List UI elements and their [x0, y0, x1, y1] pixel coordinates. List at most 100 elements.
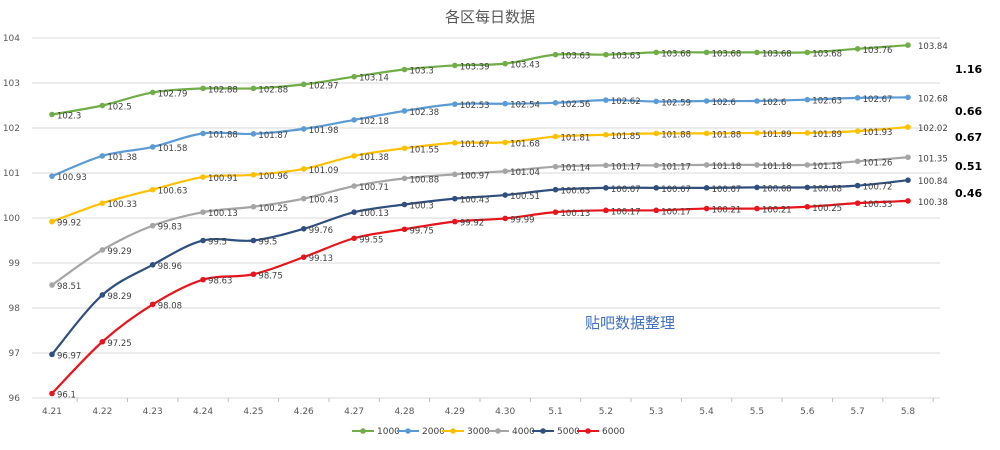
data-label: 99.55	[359, 235, 383, 245]
data-label: 103.14	[359, 74, 389, 84]
x-tick-label: 4.23	[143, 407, 163, 417]
legend-swatch-marker	[540, 428, 546, 434]
data-point	[351, 117, 357, 123]
data-label: 101.98	[309, 126, 339, 136]
data-label: 103.3	[409, 67, 433, 77]
data-point	[452, 195, 458, 202]
x-tick-label: 5.1	[548, 407, 562, 417]
series-line	[51, 179, 909, 356]
y-tick-label: 102	[3, 124, 20, 134]
data-label: 101.88	[208, 130, 238, 140]
data-label: 103.43	[510, 61, 540, 71]
legend-item-2000: 2000	[397, 427, 445, 437]
data-label: 103.68	[762, 49, 792, 59]
data-label: 102.53	[460, 101, 490, 111]
data-label: 100.96	[258, 172, 288, 182]
data-label: 103.68	[712, 49, 742, 59]
data-label: 96.1	[57, 391, 76, 401]
data-point	[653, 98, 660, 105]
x-tick-label: 5.2	[599, 407, 613, 417]
data-point	[603, 185, 609, 191]
data-point	[99, 153, 106, 159]
data-point	[49, 173, 55, 179]
data-label: 100.71	[359, 183, 389, 193]
data-label: 100.33	[863, 200, 893, 210]
data-label: 100.67	[611, 185, 641, 195]
legend-item-5000: 5000	[532, 427, 580, 437]
series-3000: 99.92 100.33 100.63 100.91 100.96 101.09 101.3…	[49, 124, 948, 229]
x-tick-label: 5.5	[750, 407, 764, 417]
data-point	[603, 207, 609, 214]
data-label: 103.63	[561, 52, 591, 62]
data-point	[703, 162, 710, 168]
legend-label: 3000	[467, 427, 490, 437]
data-label: 101.38	[359, 153, 389, 163]
data-point	[703, 205, 710, 212]
data-point	[603, 131, 609, 138]
data-point	[200, 237, 206, 244]
data-point	[804, 49, 811, 56]
data-label: 102.18	[359, 117, 389, 127]
data-point	[49, 351, 55, 358]
data-label: 101.55	[409, 145, 439, 155]
data-label: 100.43	[460, 196, 490, 206]
series-2000: 100.93 101.38 101.58 101.88 101.87 101.98 102.…	[49, 94, 948, 183]
data-label: 101.35	[918, 154, 948, 164]
side-annotation: 0.66	[955, 105, 982, 118]
data-label: 103.39	[460, 62, 490, 72]
data-label: 101.26	[863, 158, 893, 168]
chart-title: 各区每日数据	[445, 8, 535, 26]
data-point	[854, 200, 861, 206]
x-tick-label: 5.8	[901, 407, 916, 417]
data-label: 100.51	[510, 192, 540, 202]
x-tick-label: 4.27	[344, 407, 364, 417]
data-label: 102.97	[309, 81, 339, 91]
data-point	[49, 218, 55, 225]
data-label: 97.25	[107, 339, 131, 349]
data-label: 100.33	[107, 200, 137, 210]
legend: 1000 2000 3000 4000 5000 6000	[352, 427, 625, 437]
data-label: 99.13	[309, 254, 333, 264]
legend-item-3000: 3000	[442, 427, 490, 437]
x-tick-label: 4.25	[243, 407, 263, 417]
watermark-text: 贴吧数据整理	[585, 314, 675, 332]
side-annotation: 0.46	[955, 187, 982, 200]
legend-swatch-marker	[405, 428, 411, 434]
data-point	[603, 97, 609, 103]
data-label: 101.81	[561, 134, 591, 144]
data-label: 102.67	[863, 95, 893, 105]
y-tick-label: 97	[9, 349, 20, 359]
data-point	[300, 254, 307, 260]
data-label: 99.5	[208, 238, 227, 248]
data-label: 102.63	[812, 97, 842, 107]
y-axis: 96 97 98 99 100 101 102 103 104	[3, 34, 20, 404]
data-label: 102.54	[510, 101, 540, 111]
x-tick-label: 4.22	[92, 407, 112, 417]
data-label: 100.63	[561, 187, 591, 197]
data-point	[905, 94, 911, 101]
data-label: 102.6	[712, 98, 736, 108]
data-label: 101.17	[661, 162, 691, 172]
series-group: 102.3 102.5 102.79 102.88 102.88 102.97 103.14…	[49, 42, 948, 401]
data-label: 103.76	[863, 46, 893, 56]
data-point	[754, 98, 760, 104]
data-point	[99, 292, 106, 298]
series-1000: 102.3 102.5 102.79 102.88 102.88 102.97 103.14…	[49, 42, 948, 122]
data-label: 100.13	[359, 209, 389, 219]
x-tick-label: 4.28	[394, 407, 414, 417]
legend-label: 4000	[512, 427, 535, 437]
data-label: 101.67	[460, 140, 490, 150]
data-point	[452, 140, 458, 146]
data-point	[804, 184, 811, 191]
data-label: 101.14	[561, 164, 591, 174]
data-point	[99, 338, 106, 345]
x-tick-label: 5.4	[699, 407, 714, 417]
data-point	[250, 172, 257, 178]
data-point	[754, 162, 760, 168]
data-point	[149, 144, 156, 150]
data-label: 98.51	[57, 282, 81, 292]
data-label: 102.88	[208, 85, 238, 95]
data-label: 102.62	[611, 97, 641, 107]
data-point	[300, 126, 307, 132]
